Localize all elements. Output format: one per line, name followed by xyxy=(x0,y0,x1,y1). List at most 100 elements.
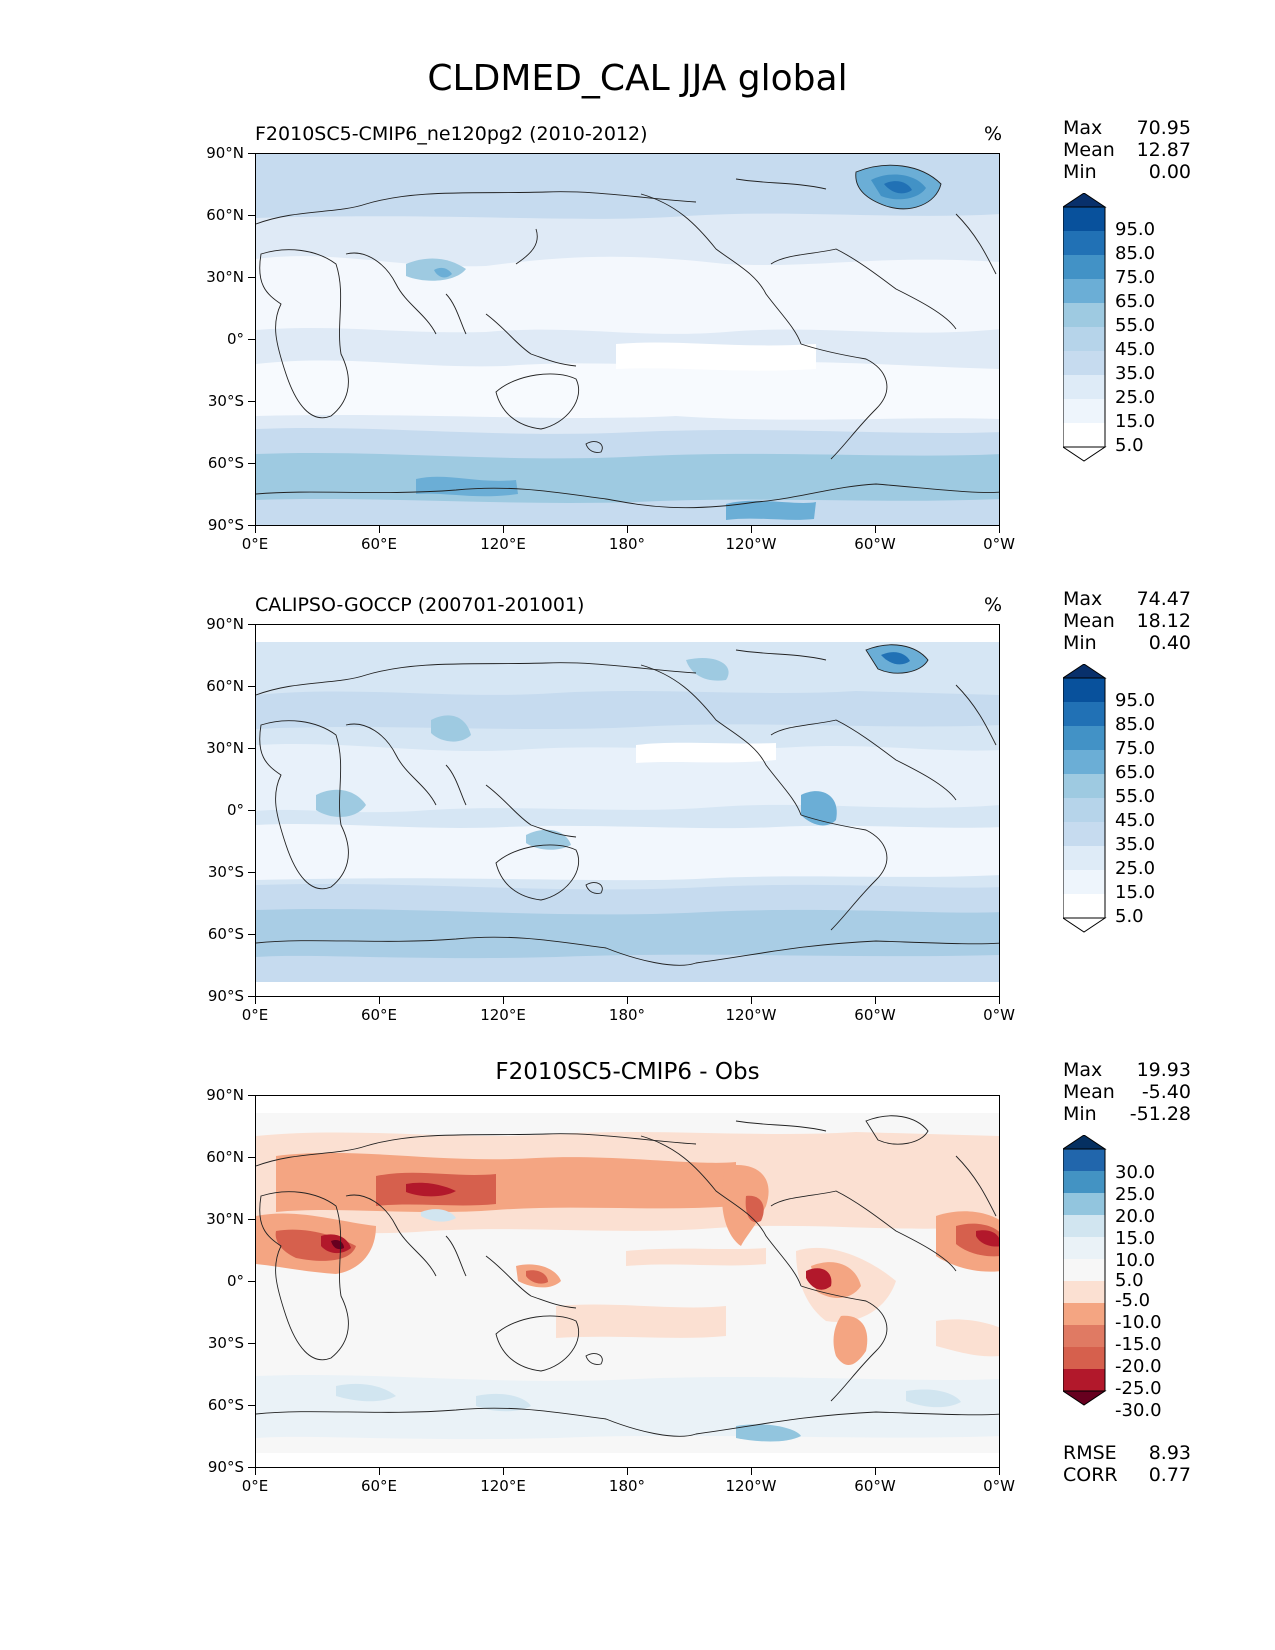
x-tick-mark xyxy=(255,526,256,533)
stat-label: Mean xyxy=(1063,139,1115,161)
y-tick-mark xyxy=(248,810,255,811)
colorbar-label: 75.0 xyxy=(1115,267,1156,288)
colorbar-label: 65.0 xyxy=(1115,762,1156,783)
stat-label: Max xyxy=(1063,1059,1103,1081)
x-tick-mark xyxy=(875,1468,876,1475)
colorbar-label: 85.0 xyxy=(1115,243,1156,264)
colorbar xyxy=(1063,193,1107,462)
y-tick-mark xyxy=(248,934,255,935)
y-tick-mark xyxy=(248,1467,255,1468)
y-tick-label: 60°N xyxy=(206,1148,244,1166)
y-tick-mark xyxy=(248,339,255,340)
panel-title: CALIPSO-GOCCP (200701-201001) xyxy=(255,594,585,616)
y-tick-label: 0° xyxy=(226,801,244,819)
y-tick-label: 60°N xyxy=(206,206,244,224)
y-tick-mark xyxy=(248,624,255,625)
colorbar-label: 10.0 xyxy=(1115,1250,1156,1271)
colorbar-label: -5.0 xyxy=(1115,1290,1151,1311)
metrics-box: RMSE 8.93 CORR 0.77 xyxy=(1063,1442,1191,1486)
y-tick-label: 90°N xyxy=(206,615,244,633)
x-tick-mark xyxy=(999,997,1000,1004)
x-tick-mark xyxy=(627,997,628,1004)
y-tick-label: 90°N xyxy=(206,144,244,162)
colorbar-label: 15.0 xyxy=(1115,1228,1156,1249)
x-tick-label: 180° xyxy=(608,1006,646,1024)
stat-mean: -5.40 xyxy=(1141,1081,1191,1103)
x-tick-mark xyxy=(999,1468,1000,1475)
x-tick-mark xyxy=(751,526,752,533)
y-tick-label: 30°S xyxy=(207,1334,244,1352)
y-tick-label: 30°N xyxy=(206,1210,244,1228)
stat-min: -51.28 xyxy=(1129,1103,1191,1125)
panel-diff: F2010SC5-CMIP6 - Obs xyxy=(0,1059,1275,1535)
x-tick-mark xyxy=(503,997,504,1004)
stat-label: Max xyxy=(1063,117,1103,139)
map-model xyxy=(255,153,1000,526)
x-tick-label: 0°E xyxy=(241,1006,269,1024)
colorbar-label: 15.0 xyxy=(1115,411,1156,432)
stat-max: 74.47 xyxy=(1136,588,1191,610)
y-tick-mark xyxy=(248,686,255,687)
y-tick-mark xyxy=(248,1219,255,1220)
y-tick-mark xyxy=(248,1281,255,1282)
x-tick-label: 180° xyxy=(608,1477,646,1495)
stats-box: Max 70.95 Mean 12.87 Min 0.00 xyxy=(1063,117,1191,183)
y-tick-mark xyxy=(248,748,255,749)
x-tick-mark xyxy=(875,997,876,1004)
y-tick-label: 60°S xyxy=(207,1396,244,1414)
y-tick-label: 30°S xyxy=(207,392,244,410)
y-tick-mark xyxy=(248,525,255,526)
x-tick-label: 60°E xyxy=(360,535,398,553)
panel-title: F2010SC5-CMIP6_ne120pg2 (2010-2012) xyxy=(255,123,648,145)
x-tick-label: 120°E xyxy=(480,1006,526,1024)
colorbar-label: 55.0 xyxy=(1115,315,1156,336)
colorbar-label: -25.0 xyxy=(1115,1378,1162,1399)
stats-box: Max 74.47 Mean 18.12 Min 0.40 xyxy=(1063,588,1191,654)
x-tick-label: 120°W xyxy=(725,1477,777,1495)
x-tick-mark xyxy=(875,526,876,533)
colorbar-label: 35.0 xyxy=(1115,363,1156,384)
x-tick-label: 60°E xyxy=(360,1006,398,1024)
y-tick-label: 30°N xyxy=(206,268,244,286)
stat-mean: 12.87 xyxy=(1136,139,1191,161)
units-label: % xyxy=(983,594,1002,616)
stat-label: Mean xyxy=(1063,610,1115,632)
colorbar-label: 5.0 xyxy=(1115,1270,1144,1291)
x-tick-label: 0°E xyxy=(241,1477,269,1495)
colorbar-label: 55.0 xyxy=(1115,786,1156,807)
x-tick-mark xyxy=(255,997,256,1004)
units-label: % xyxy=(983,123,1002,145)
colorbar-label: -30.0 xyxy=(1115,1400,1162,1421)
x-tick-mark xyxy=(379,526,380,533)
colorbar-label: 65.0 xyxy=(1115,291,1156,312)
x-tick-mark xyxy=(751,997,752,1004)
x-tick-label: 0°W xyxy=(983,1006,1015,1024)
panel-title: F2010SC5-CMIP6 - Obs xyxy=(495,1059,760,1085)
x-tick-label: 120°W xyxy=(725,535,777,553)
x-tick-mark xyxy=(379,997,380,1004)
y-tick-label: 60°S xyxy=(207,454,244,472)
y-tick-label: 30°N xyxy=(206,739,244,757)
y-tick-label: 90°S xyxy=(207,987,244,1005)
colorbar-label: 75.0 xyxy=(1115,738,1156,759)
colorbar-label: 25.0 xyxy=(1115,387,1156,408)
metric-label: RMSE xyxy=(1063,1442,1117,1464)
x-tick-label: 120°E xyxy=(480,1477,526,1495)
y-tick-label: 90°S xyxy=(207,516,244,534)
y-tick-mark xyxy=(248,872,255,873)
metric-corr: 0.77 xyxy=(1148,1464,1191,1486)
stat-max: 19.93 xyxy=(1136,1059,1191,1081)
colorbar-label: -20.0 xyxy=(1115,1356,1162,1377)
stats-box: Max 19.93 Mean -5.40 Min -51.28 xyxy=(1063,1059,1191,1125)
x-tick-mark xyxy=(627,526,628,533)
colorbar-label: -15.0 xyxy=(1115,1334,1162,1355)
y-tick-mark xyxy=(248,996,255,997)
stat-label: Min xyxy=(1063,161,1097,183)
x-tick-label: 60°W xyxy=(854,535,896,553)
colorbar-label: 30.0 xyxy=(1115,1162,1156,1183)
stat-label: Mean xyxy=(1063,1081,1115,1103)
stat-min: 0.00 xyxy=(1148,161,1191,183)
y-tick-label: 0° xyxy=(226,1272,244,1290)
metric-rmse: 8.93 xyxy=(1148,1442,1191,1464)
colorbar xyxy=(1063,664,1107,933)
